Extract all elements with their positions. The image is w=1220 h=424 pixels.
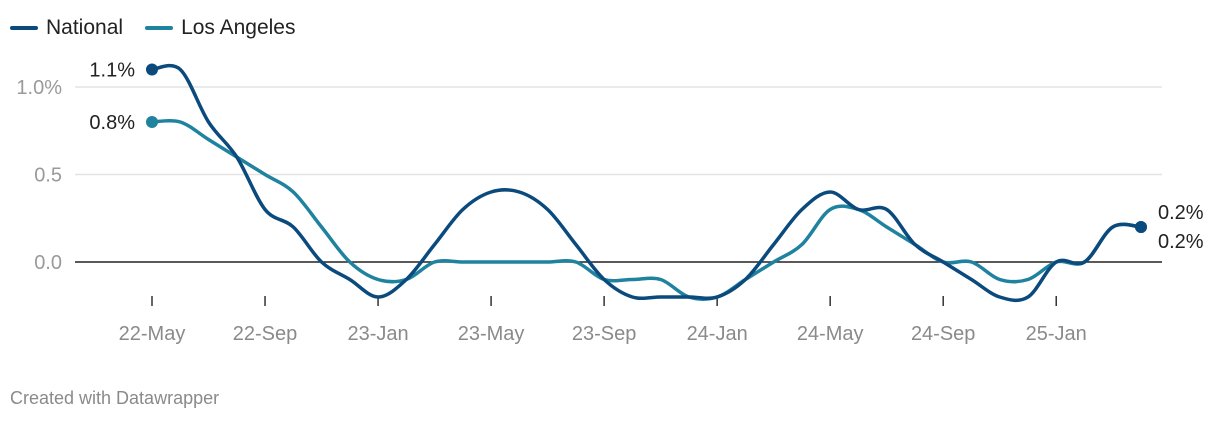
x-tick-label: 22-May [119,323,186,345]
chart-legend: National Los Angeles [10,16,318,40]
start-label-national: 1.1% [89,60,135,82]
series-line-los-angeles [150,118,1143,301]
y-tick-label: 0.5 [34,165,62,187]
legend-item-los-angeles[interactable]: Los Angeles [145,16,296,40]
x-tick-label: 23-May [458,323,525,345]
legend-swatch-los-angeles [145,26,174,30]
x-tick-label: 25-Jan [1026,323,1087,345]
series-end-point-national [1135,221,1147,233]
x-tick-label: 22-Sep [233,323,298,345]
legend-item-national[interactable]: National [10,16,123,40]
y-tick-label: 1.0% [16,77,62,99]
series-start-point-national [146,63,158,76]
series-line-national [150,63,1143,303]
series-start-point-los-angeles [146,116,158,128]
y-tick-label: 0.0 [34,252,62,274]
x-tick-label: 23-Sep [572,323,637,345]
end-label-los-angeles: 0.2% [1158,231,1204,253]
x-tick-label: 24-May [797,323,864,345]
legend-label-los-angeles: Los Angeles [181,16,296,39]
legend-swatch-national [10,26,38,30]
x-tick-label: 24-Jan [687,323,748,345]
x-tick-label: 24-Sep [911,323,976,345]
datawrapper-credit: Created with Datawrapper [10,388,220,408]
legend-label-national: National [46,16,124,39]
x-tick-label: 23-Jan [347,323,408,345]
end-label-national: 0.2% [1158,202,1204,224]
start-label-los-angeles: 0.8% [89,112,135,134]
